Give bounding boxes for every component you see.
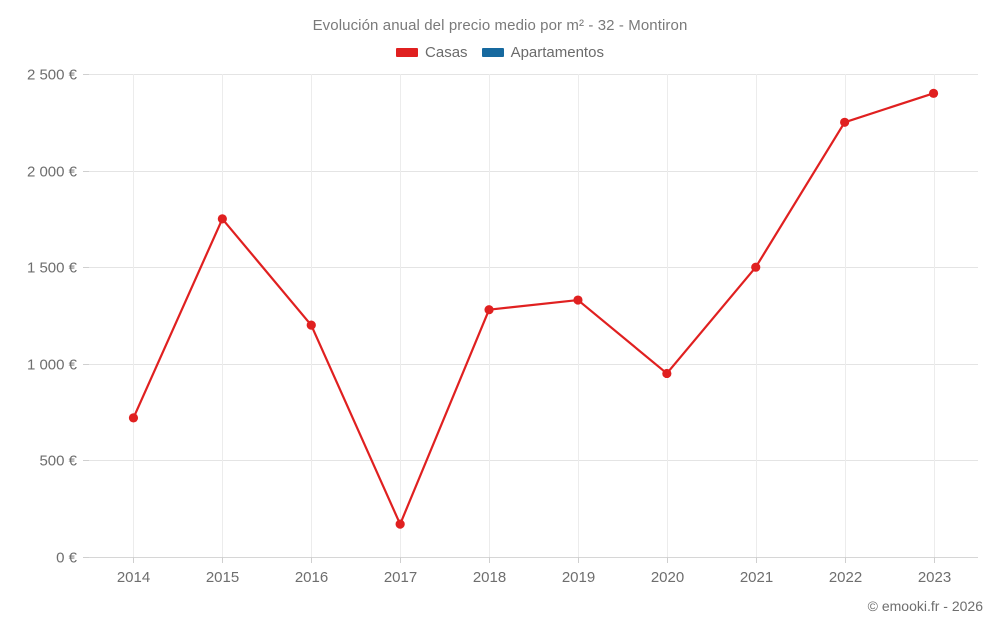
legend-swatch-apartamentos bbox=[481, 48, 504, 57]
data-point[interactable] bbox=[573, 295, 583, 305]
legend-swatch-casas bbox=[396, 48, 419, 57]
data-point[interactable] bbox=[484, 305, 494, 315]
x-tick-label: 2023 bbox=[918, 569, 951, 586]
y-tick-label: 500 € bbox=[39, 453, 77, 470]
data-point[interactable] bbox=[395, 519, 405, 529]
x-tick-label: 2014 bbox=[117, 569, 150, 586]
data-point[interactable] bbox=[128, 413, 139, 423]
series-data-points bbox=[128, 88, 939, 529]
y-axis-labels: 0 € 500 € 1 000 € 1 500 € 2 000 € 2 500 € bbox=[27, 67, 78, 567]
x-tick-label: 2016 bbox=[295, 569, 328, 586]
y-tick-label: 2 500 € bbox=[27, 67, 78, 84]
x-axis-labels: 2014 2015 2016 2017 2018 2019 2020 2021 2022 2023 bbox=[117, 569, 951, 586]
vertical-gridlines bbox=[133, 74, 935, 557]
axis-tickmarks bbox=[83, 74, 935, 563]
data-point[interactable] bbox=[928, 88, 939, 98]
x-tick-label: 2017 bbox=[384, 569, 417, 586]
x-tick-label: 2015 bbox=[206, 569, 239, 586]
y-tick-label: 1 500 € bbox=[27, 260, 78, 277]
x-tick-label: 2019 bbox=[562, 569, 595, 586]
series-line-0 bbox=[132, 92, 935, 526]
x-tick-label: 2018 bbox=[473, 569, 506, 586]
data-point[interactable] bbox=[662, 368, 672, 379]
y-tick-label: 1 000 € bbox=[27, 357, 78, 374]
y-tick-label: 0 € bbox=[56, 550, 78, 567]
legend-label-casas: Casas bbox=[425, 44, 468, 61]
legend-item-casas[interactable]: Casas bbox=[396, 45, 468, 60]
data-point[interactable] bbox=[306, 320, 316, 330]
x-tick-label: 2021 bbox=[740, 569, 773, 586]
x-tick-label: 2020 bbox=[651, 569, 684, 586]
y-tick-label: 2 000 € bbox=[27, 164, 78, 181]
data-point[interactable] bbox=[840, 117, 850, 127]
series-lines bbox=[132, 92, 935, 526]
legend-item-apartamentos[interactable]: Apartamentos bbox=[481, 44, 604, 61]
copyright-credit: © emooki.fr - 2026 bbox=[867, 598, 983, 614]
x-tick-label: 2022 bbox=[829, 569, 862, 586]
chart-title: Evolución anual del precio medio por m² … bbox=[312, 17, 688, 34]
chart-legend: Casas Apartamentos bbox=[0, 45, 1000, 60]
legend-label-apartamentos: Apartamentos bbox=[510, 44, 604, 61]
horizontal-gridlines bbox=[89, 74, 978, 558]
data-point[interactable] bbox=[751, 262, 761, 272]
data-point[interactable] bbox=[217, 214, 227, 224]
